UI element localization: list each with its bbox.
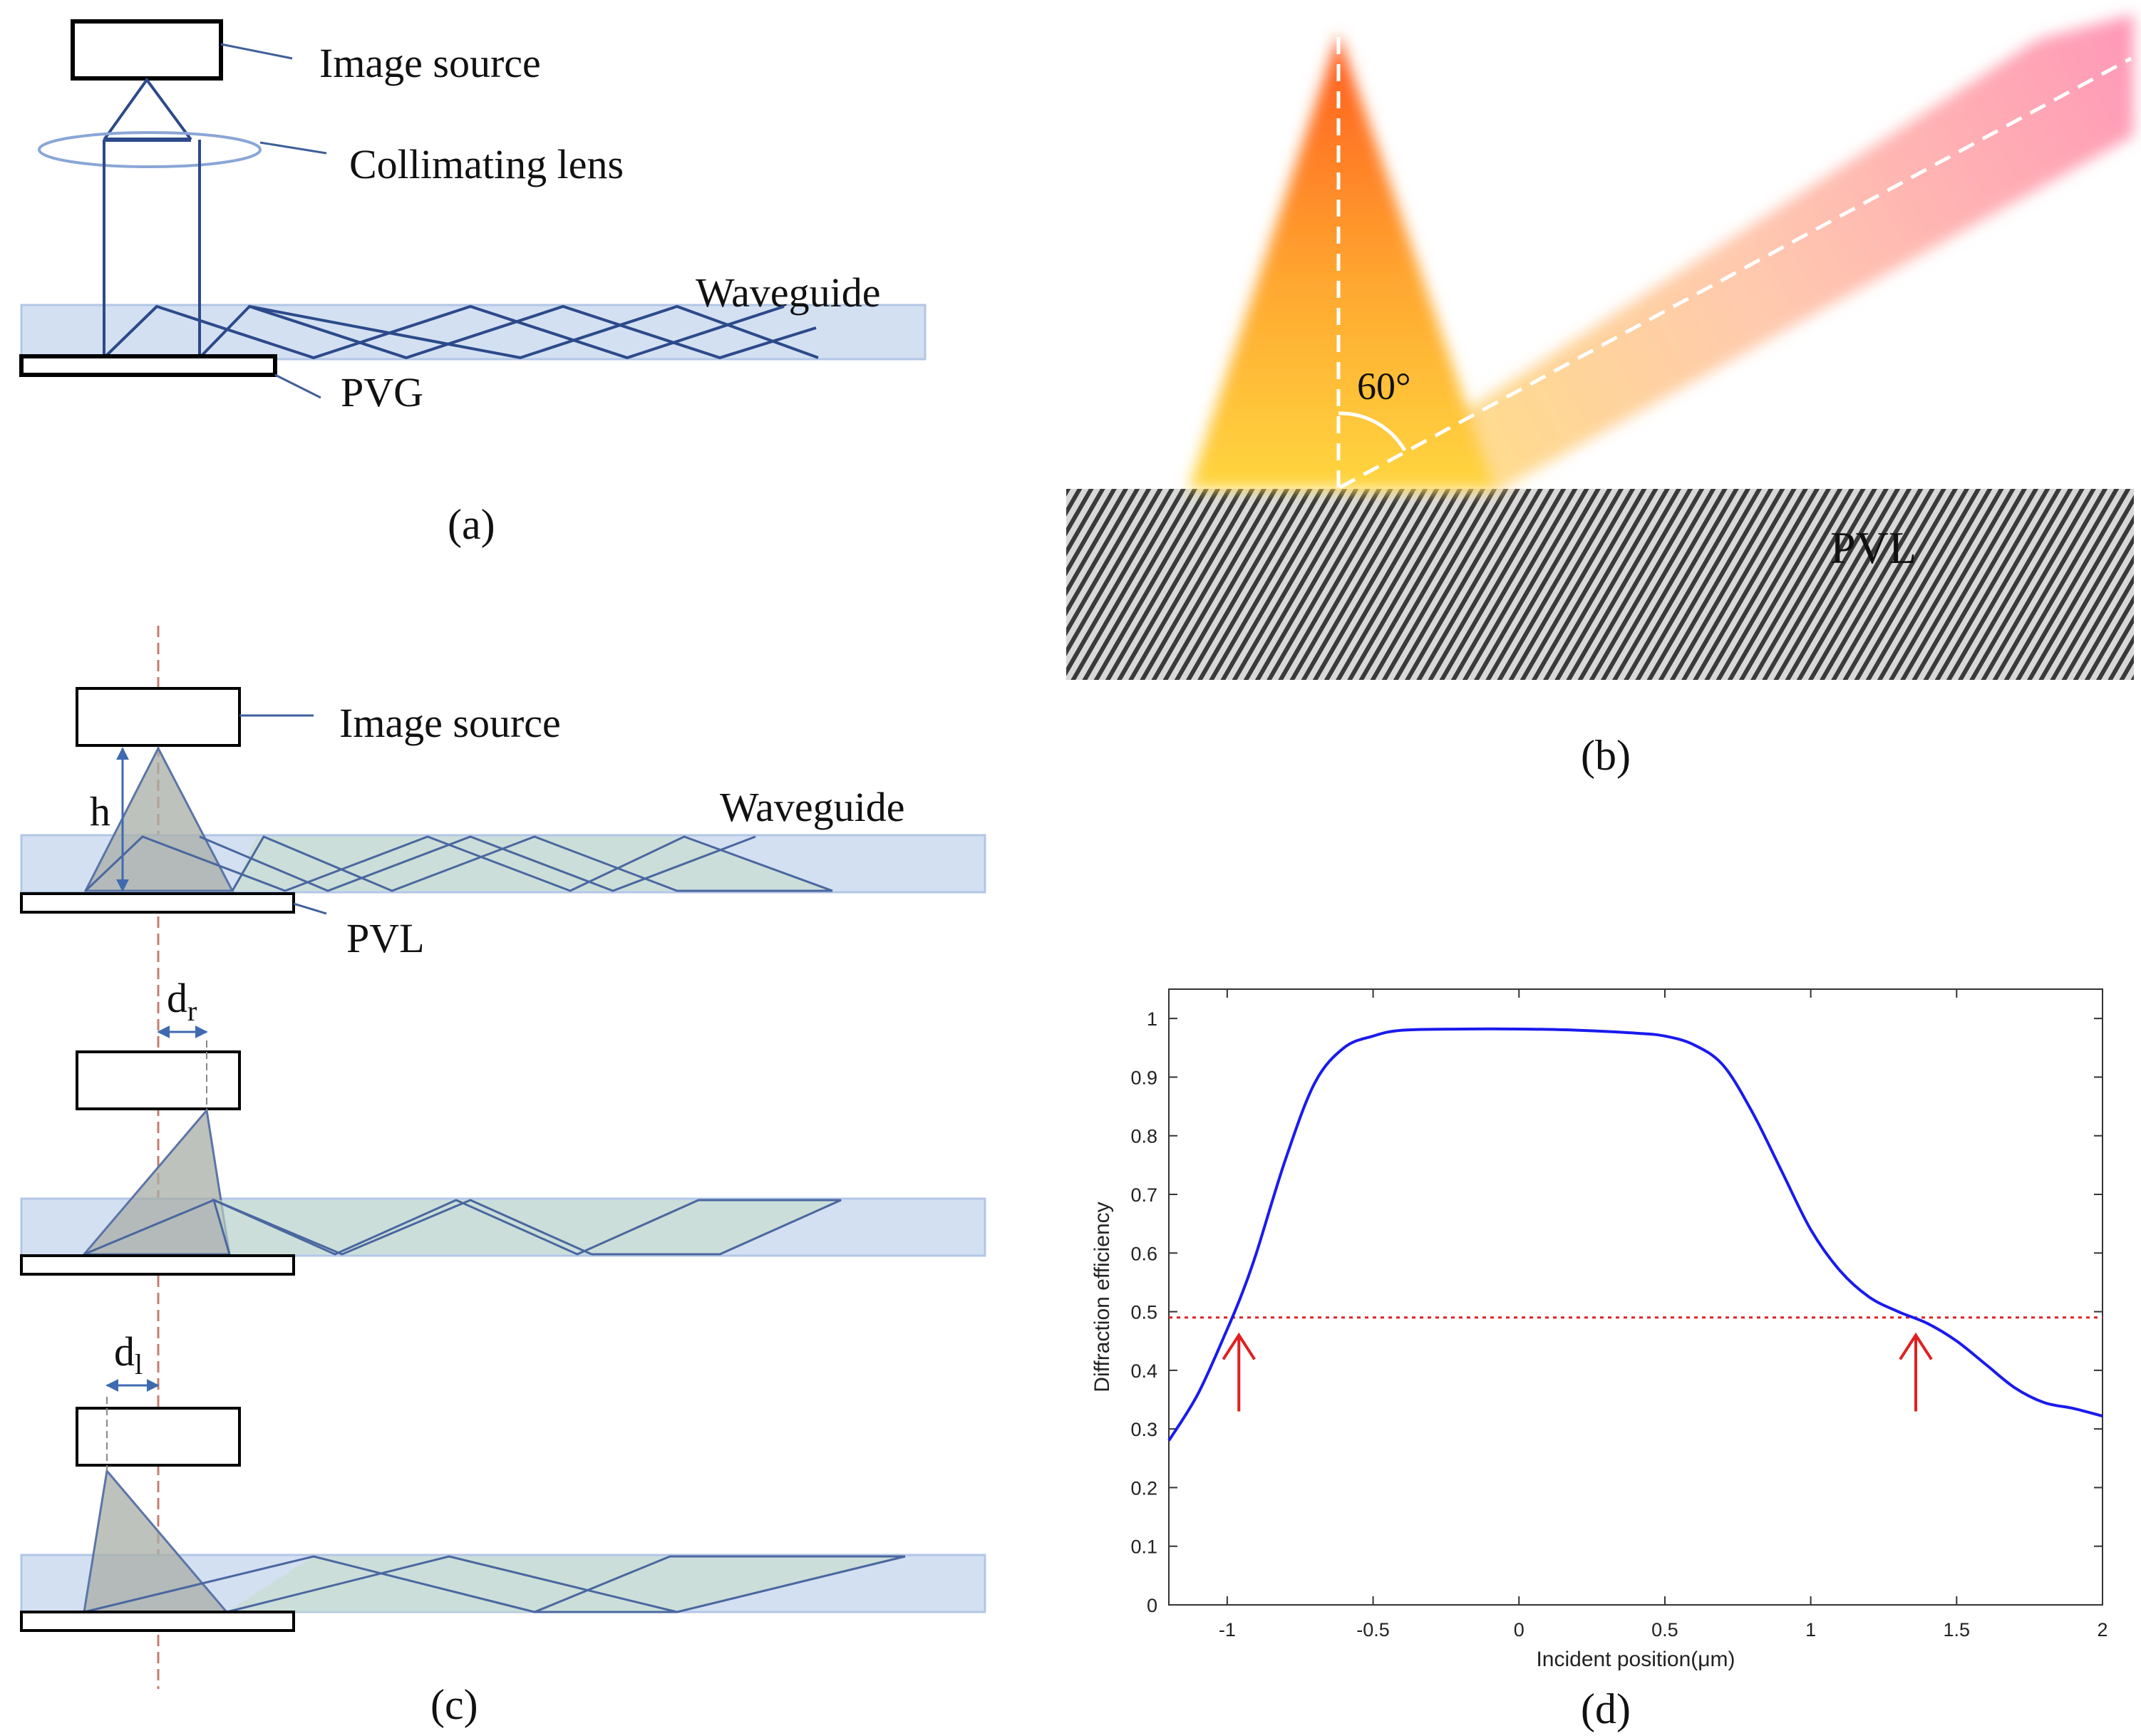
ray-c1-a [199,835,756,892]
marker-arrow-head [1899,1332,1933,1360]
y-tick-label: 0.5 [1130,1302,1157,1323]
x-tick-label: -1 [1219,1619,1236,1641]
source-cone [103,77,192,141]
panel-b: 60° PVL (b) [1066,14,2134,779]
x-tick-label: 0.5 [1651,1619,1678,1641]
image-source-c1 [76,687,241,747]
pvl-grating [1066,489,2134,680]
y-tick-label: 0.9 [1130,1067,1157,1088]
x-tick-label: 2 [2097,1619,2108,1641]
x-tick-label: 1 [1805,1619,1816,1641]
ray-c1-b [231,835,832,892]
ray-c2-b [212,1198,592,1256]
pvl-leader-c [293,902,327,915]
pvg-label: PVG [341,369,423,415]
panel-d: -1 -0.5 0 0.5 1 1.5 2 0 0.1 0.2 0.3 0.4 0.5 0.6 0.7 0.8… [1090,988,2108,1732]
cone-c2 [81,1107,231,1256]
pvl-label-c: PVL [346,915,425,961]
image-source-label-c: Image source [339,700,561,746]
y-tick-label: 0.7 [1130,1184,1157,1206]
diffraction-direction [1338,56,2132,490]
collimating-lens [38,131,262,168]
y-tick-label: 0.2 [1130,1477,1157,1499]
x-axis-label: Incident position(μm) [1536,1648,1735,1671]
panel-a: Image source Collimating lens Waveguide … [19,19,927,548]
dl-label: dl [114,1328,143,1380]
panel-c: Image source Waveguide h PVL dr [20,626,986,1728]
image-source-c3 [76,1407,241,1467]
beam-c1 [232,837,832,891]
image-source-leader [220,43,293,60]
y-tick-label: 0.8 [1130,1126,1157,1147]
caption-c: (c) [430,1681,478,1728]
pvl-plate-c2 [20,1254,295,1276]
angle-arc [1338,411,1407,452]
beam-diffracted [1340,14,2134,492]
y-tick-label: 0.6 [1130,1243,1157,1264]
caption-a: (a) [448,501,495,548]
ray-a-6 [249,304,819,360]
ray-a-3 [103,305,158,359]
image-source-box [71,19,223,81]
caption-b: (b) [1581,732,1631,779]
x-tick-label: -0.5 [1356,1619,1390,1641]
x-tick-label: 1.5 [1944,1619,1971,1641]
ray-a-2 [198,304,817,360]
panel-c-1: Image source Waveguide h PVL [20,687,986,961]
y-axis-label: Diffraction efficiency [1090,1202,1114,1392]
efficiency-curve [1167,1027,2103,1442]
y-tick-label: 0.1 [1130,1536,1157,1558]
x-tick-label: 0 [1514,1619,1525,1641]
plot-frame [1168,988,2103,1606]
image-source-label: Image source [319,40,541,86]
pvl-plate-c3 [20,1611,295,1632]
y-tick-label: 0 [1147,1595,1157,1616]
pvl-plate-c1 [20,892,295,914]
lens-leader [259,141,327,155]
y-tick-label: 1 [1147,1008,1157,1030]
efficiency-chart: -1 -0.5 0 0.5 1 1.5 2 0 0.1 0.2 0.3 0.4 0.5 0.6 0.7 0.8… [1090,988,2108,1671]
waveguide-label-c: Waveguide [720,784,904,830]
panel-c-2: dr [20,975,986,1276]
collimating-lens-label: Collimating lens [349,141,624,187]
ray-c1-c [84,835,833,892]
pvg-leader [274,373,321,399]
dr-label: dr [167,975,197,1027]
pvg-plate [19,354,277,377]
waveguide-label: Waveguide [696,269,880,316]
marker-arrow-head [1222,1332,1256,1360]
image-source-c2 [76,1050,241,1110]
caption-d: (d) [1581,1685,1631,1732]
incident-cone [1189,34,1495,489]
y-tick-label: 0.4 [1130,1360,1157,1382]
y-tick-label: 0.3 [1130,1419,1157,1440]
panel-c-3: dl [20,1328,986,1632]
beam-c2 [214,1200,841,1254]
cone-c3 [83,1468,229,1613]
pvl-label-b: PVL [1830,522,1916,573]
ray-c3-b [226,1555,678,1613]
h-label: h [90,788,110,835]
angle-label: 60° [1357,365,1411,408]
